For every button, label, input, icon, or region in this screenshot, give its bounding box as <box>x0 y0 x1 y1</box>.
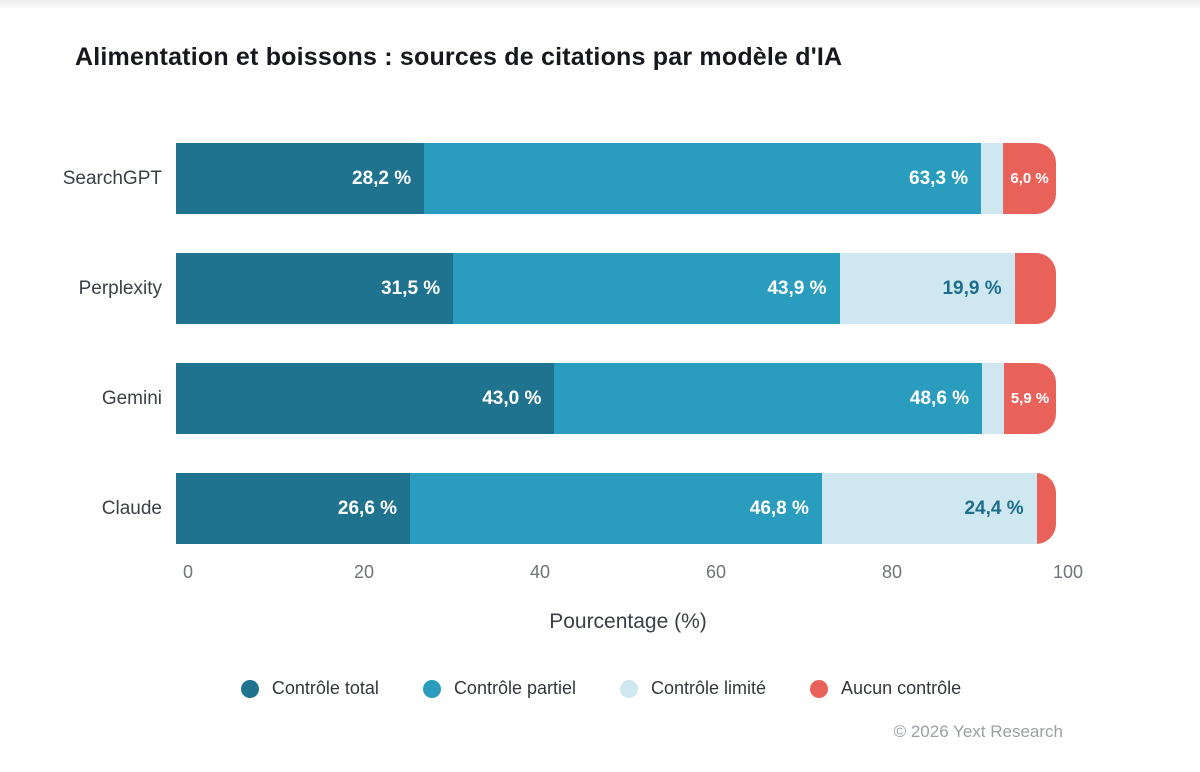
segment-value-label: 48,6 % <box>909 387 970 409</box>
bar-track: 26,6 % 46,8 % 24,4 % <box>176 473 1056 544</box>
copyright-footer: © 2026 Yext Research <box>893 722 1063 741</box>
x-axis-tick-label: 100 <box>1052 562 1084 582</box>
legend-color-dot <box>422 679 441 698</box>
category-label: Gemini <box>101 387 162 409</box>
category-label: Perplexity <box>78 277 162 299</box>
x-axis-tick-label: 60 <box>705 562 727 582</box>
chart-title: Alimentation et boissons : sources de ci… <box>75 42 843 71</box>
legend-item: Contrôle total <box>240 678 379 699</box>
segment-value-label: 43,0 % <box>482 387 542 409</box>
segment-value-label: 5,9 % <box>1010 390 1050 407</box>
bar-segment: 28,2 % <box>176 143 425 214</box>
bar-row: SearchGPT 28,2 % 63,3 % 6,0 % <box>0 143 1200 214</box>
bar-row: Claude 26,6 % 46,8 % 24,4 % <box>0 473 1200 544</box>
segment-value-label: 28,2 % <box>352 167 412 189</box>
x-axis-title: Pourcentage (%) <box>549 610 707 633</box>
bar-track: 31,5 % 43,9 % 19,9 % <box>176 253 1056 324</box>
bar-segment <box>1036 473 1056 544</box>
x-axis-tick-label: 20 <box>353 562 375 582</box>
legend-color-dot <box>240 679 259 698</box>
stacked-bar-plot: SearchGPT 28,2 % 63,3 % 6,0 % Perplexity 31,5… <box>0 143 1200 583</box>
category-label: SearchGPT <box>62 167 162 189</box>
legend-color-dot <box>620 679 638 698</box>
bar-segment: 31,5 % <box>176 253 454 324</box>
x-axis-ticks: 0 20 40 60 80 100 <box>183 562 1083 584</box>
bar-segment: 63,3 % <box>424 143 982 214</box>
legend-label: Aucun contrôle <box>841 678 962 698</box>
legend-label: Contrôle partiel <box>453 678 576 698</box>
segment-value-label: 24,4 % <box>964 497 1024 519</box>
bar-segment: 26,6 % <box>176 473 411 544</box>
legend-item: Contrôle partiel <box>422 678 576 699</box>
top-fade-decoration <box>0 0 1200 10</box>
bar-segment: 19,9 % <box>839 253 1015 324</box>
bar-segment: 43,0 % <box>176 363 555 434</box>
segment-value-label: 31,5 % <box>381 277 441 299</box>
x-axis-tick-label: 0 <box>182 562 194 582</box>
bar-segment: 46,8 % <box>410 473 822 544</box>
bar-segment <box>1014 253 1056 324</box>
bar-segment: 5,9 % <box>1004 363 1056 434</box>
legend-color-dot <box>810 679 829 698</box>
bar-segment: 6,0 % <box>1003 143 1056 214</box>
x-axis-tick-label: 80 <box>881 562 903 582</box>
legend-label: Contrôle limité <box>651 678 767 698</box>
x-axis-tick-label: 40 <box>529 562 551 582</box>
bar-segment: 48,6 % <box>554 363 983 434</box>
segment-value-label: 19,9 % <box>942 277 1002 299</box>
bar-segment: 24,4 % <box>821 473 1037 544</box>
legend-label: Contrôle total <box>271 678 379 698</box>
bar-segment <box>982 363 1005 434</box>
legend-item: Contrôle limité <box>620 678 766 699</box>
segment-value-label: 26,6 % <box>337 497 398 519</box>
bar-row: Gemini 43,0 % 48,6 % 5,9 % <box>0 363 1200 434</box>
bar-row: Perplexity 31,5 % 43,9 % 19,9 % <box>0 253 1200 324</box>
bar-track: 28,2 % 63,3 % 6,0 % <box>176 143 1056 214</box>
bar-segment: 43,9 % <box>453 253 840 324</box>
segment-value-label: 63,3 % <box>909 167 969 189</box>
segment-value-label: 46,8 % <box>749 497 809 519</box>
category-label: Claude <box>101 497 162 519</box>
chart-legend: Contrôle total Contrôle partiel Contrôle l… <box>76 678 1126 699</box>
legend-item: Aucun contrôle <box>810 678 961 699</box>
segment-value-label: 43,9 % <box>767 277 827 299</box>
bar-track: 43,0 % 48,6 % 5,9 % <box>176 363 1056 434</box>
bar-segment <box>981 143 1004 214</box>
segment-value-label: 6,0 % <box>1010 170 1049 187</box>
